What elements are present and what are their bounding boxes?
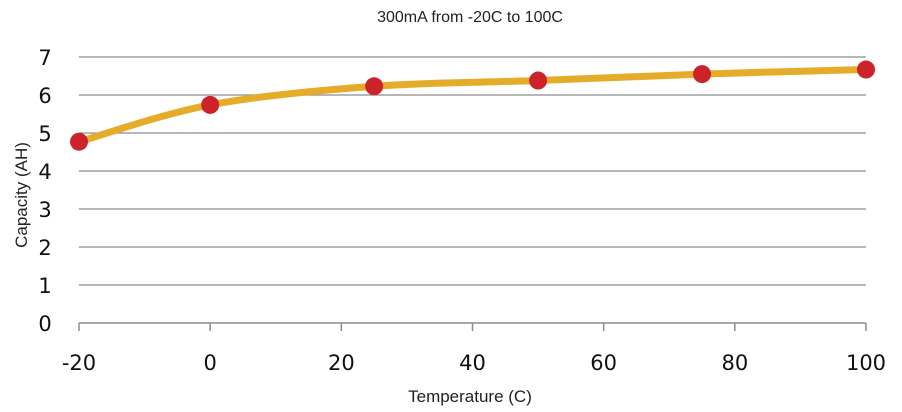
- x-tick-label: 100: [846, 351, 886, 375]
- y-tick-label: 6: [38, 84, 51, 108]
- data-markers: [70, 60, 875, 151]
- x-axis-title: Temperature (C): [408, 387, 532, 406]
- x-tick-label: 40: [459, 351, 486, 375]
- x-tick-label: 0: [203, 351, 216, 375]
- series-capacity: [75, 66, 870, 146]
- gridlines: [79, 56, 866, 286]
- y-tick-label: 4: [38, 160, 51, 184]
- chart-subtitle: 300mA from -20C to 100C: [377, 9, 563, 26]
- y-tick-label: 2: [38, 236, 51, 260]
- axes: [78, 322, 867, 331]
- y-tick-label: 7: [38, 46, 51, 70]
- data-point-75: [693, 65, 712, 84]
- y-axis-title: Capacity (AH): [12, 142, 31, 248]
- data-point-50: [529, 71, 548, 90]
- x-tick-labels: -20 0 20 40 60 80 100: [62, 351, 886, 375]
- y-tick-labels: 0 1 2 3 4 5 6 7: [38, 46, 51, 336]
- y-tick-label: 0: [38, 312, 51, 336]
- data-point-100: [857, 60, 875, 79]
- y-tick-label: 5: [38, 122, 51, 146]
- y-tick-label: 1: [38, 274, 51, 298]
- data-point-0: [201, 95, 220, 114]
- y-tick-label: 3: [38, 198, 51, 222]
- x-tick-label: 60: [590, 351, 617, 375]
- x-tick-label: -20: [62, 351, 96, 375]
- series-line: [75, 66, 870, 146]
- x-tick-label: 20: [328, 351, 355, 375]
- data-point-25: [365, 77, 384, 96]
- data-point--20: [70, 132, 88, 151]
- x-tick-label: 80: [721, 351, 748, 375]
